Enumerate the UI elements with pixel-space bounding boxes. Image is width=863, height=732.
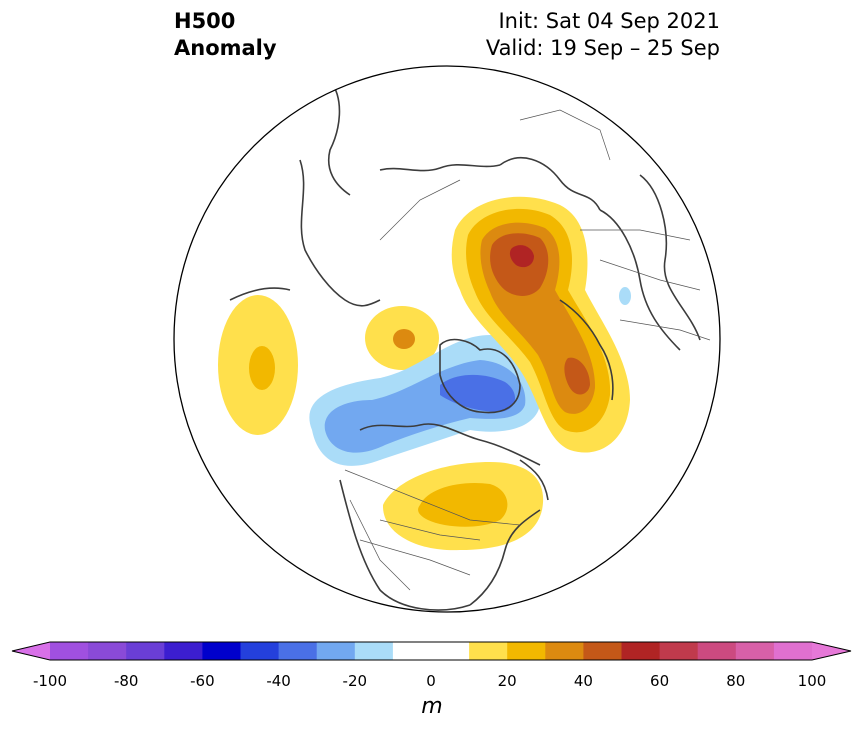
init-date: Init: Sat 04 Sep 2021: [498, 9, 720, 33]
colorbar-bin: [278, 642, 318, 660]
anomaly-high-pacific: [218, 295, 298, 435]
borders: [344, 109, 711, 591]
colorbar-bin: [659, 642, 699, 660]
anomaly-high-north-america: [382, 462, 544, 551]
colorbar-extend-high: [812, 642, 851, 660]
colorbar-bin: [621, 642, 661, 660]
colorbar-tick-label: -80: [113, 672, 139, 690]
colorbar: [11, 641, 852, 661]
colorbar-tick-label: -40: [266, 672, 291, 690]
anomaly-high-arctic: [365, 306, 439, 370]
polar-map: [173, 65, 721, 613]
colorbar-bin: [316, 642, 356, 660]
map-date-info: Init: Sat 04 Sep 2021 Valid: 19 Sep – 25…: [486, 8, 720, 62]
anomaly-high-eurasia: [451, 196, 630, 453]
colorbar-bin: [164, 642, 203, 660]
colorbar-bin: [202, 642, 241, 660]
colorbar-tick-label: 20: [497, 672, 517, 690]
colorbar-bin: [354, 642, 394, 660]
colorbar-tick-label: 0: [426, 672, 436, 690]
colorbar-tick-label: 100: [797, 672, 827, 690]
globe-outline: [173, 65, 721, 613]
colorbar-tick-label: 60: [650, 672, 670, 690]
map-title: H500 Anomaly: [174, 8, 277, 62]
colorbar-bin: [545, 642, 584, 660]
colorbar-tick-label: -60: [190, 672, 215, 690]
colorbar-bin: [507, 642, 546, 660]
anomaly-low-asia: [619, 287, 631, 305]
colorbar-bin: [773, 642, 813, 660]
anomaly-low-greenland: [309, 335, 541, 466]
colorbar-bin: [88, 642, 127, 660]
colorbar-bin: [735, 642, 775, 660]
colorbar-outline: [11, 641, 852, 661]
colorbar-tick-label: -100: [32, 672, 68, 690]
colorbar-tick-label: 80: [726, 672, 746, 690]
title-line-1: H500: [174, 9, 236, 33]
colorbar-bin: [126, 642, 165, 660]
colorbar-unit: m: [421, 694, 443, 719]
valid-range: Valid: 19 Sep – 25 Sep: [485, 36, 720, 60]
colorbar-bin: [583, 642, 622, 660]
colorbar-extend-low: [12, 642, 50, 660]
colorbar-bin: [50, 642, 89, 660]
colorbar-bin: [392, 642, 470, 660]
colorbar-tick-label: 40: [573, 672, 593, 690]
title-line-2: Anomaly: [174, 36, 277, 60]
colorbar-bin: [697, 642, 737, 660]
colorbar-tick-label: -20: [342, 672, 368, 690]
colorbar-bin: [240, 642, 280, 660]
globe-background: [174, 66, 720, 612]
colorbar-bin: [469, 642, 508, 660]
coastlines: [229, 79, 701, 611]
